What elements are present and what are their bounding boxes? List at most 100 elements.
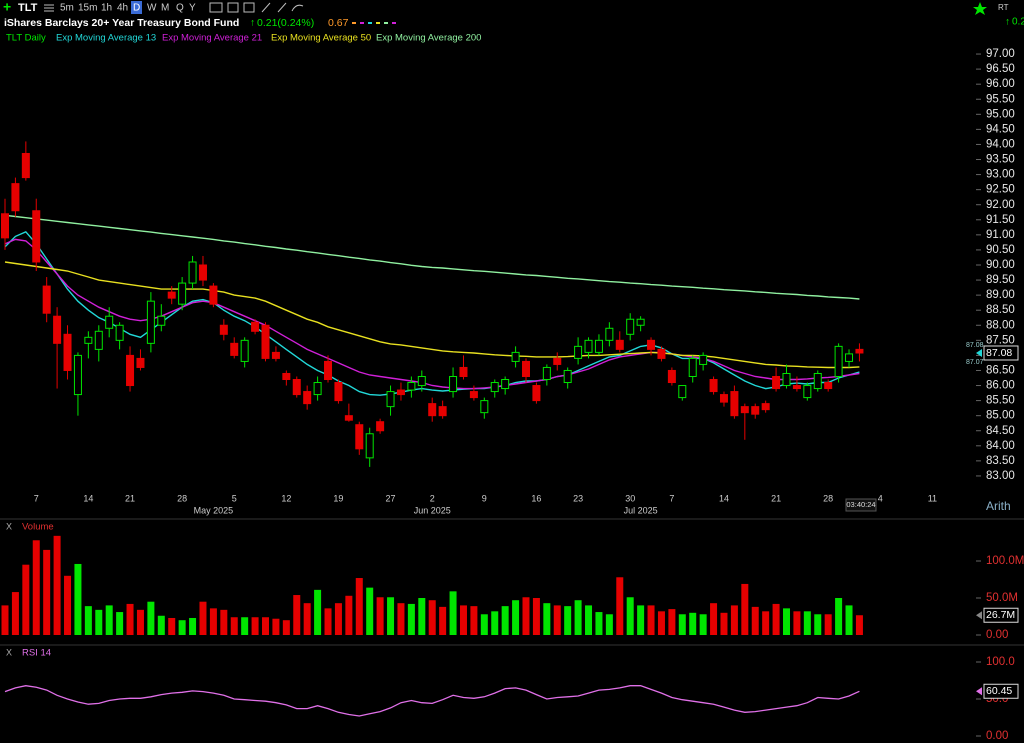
candle-body <box>365 433 374 459</box>
y-tick-label: 92.50 <box>986 184 1015 196</box>
volume-bar <box>11 592 19 635</box>
interval-button[interactable]: 4h <box>117 3 128 14</box>
watchlist-star[interactable] <box>973 2 987 15</box>
list-icon[interactable] <box>44 4 54 12</box>
candle-body <box>459 366 468 377</box>
scale-mode[interactable]: Arith <box>986 499 1011 513</box>
volume-bar <box>783 608 790 635</box>
y-tick-label: 84.50 <box>986 425 1015 437</box>
y-tick-label: 92.00 <box>986 199 1015 211</box>
volume-bar <box>616 577 624 635</box>
candle-body <box>647 339 656 350</box>
candle-body <box>355 424 364 450</box>
candle-body <box>782 372 791 387</box>
candle-body <box>21 152 30 179</box>
volume-bar <box>845 605 853 635</box>
security-title: iShares Barclays 20+ Year Treasury Bond … <box>4 17 239 29</box>
candle-body <box>845 353 854 362</box>
volume-bar <box>751 606 759 635</box>
volume-bar <box>314 589 322 635</box>
candle-body <box>563 369 572 384</box>
interval-button[interactable]: Y <box>189 3 196 14</box>
volume-bar <box>324 608 332 635</box>
volume-bar <box>209 608 217 635</box>
interval-button[interactable]: 5m <box>60 3 74 14</box>
candle-body <box>209 285 218 305</box>
candle-body <box>855 348 864 354</box>
candle-body <box>136 357 145 368</box>
symbol[interactable]: TLT <box>18 2 38 14</box>
right-arrow: ↑ <box>1005 17 1010 28</box>
volume-bar <box>418 598 426 635</box>
candle-body <box>407 382 416 391</box>
x-tick-label: 19 <box>333 493 343 503</box>
volume-bar <box>116 612 124 635</box>
candle-body <box>511 351 520 362</box>
candle-body <box>626 318 635 335</box>
volume-bar <box>345 595 353 635</box>
pane-title[interactable]: RSI 14 <box>22 648 51 659</box>
volume-bar <box>793 611 801 635</box>
candle-body <box>261 324 270 359</box>
interval-button[interactable]: 15m <box>78 3 97 14</box>
candle-body <box>532 385 541 402</box>
candle-body <box>313 382 322 396</box>
legend-entry[interactable]: Exp Moving Average 200 <box>376 33 481 44</box>
realtime-flag[interactable]: RT <box>998 3 1009 12</box>
volume-bar <box>595 612 603 635</box>
volume-bar <box>387 597 395 635</box>
interval-button[interactable]: 1h <box>101 3 112 14</box>
candle-body <box>584 339 593 353</box>
candle-body <box>178 282 187 305</box>
x-tick-label: 11 <box>928 493 937 503</box>
volume-bar <box>355 578 363 635</box>
pane-title[interactable]: Volume <box>22 522 54 533</box>
candle-body <box>542 366 551 381</box>
candle-body <box>772 375 781 390</box>
interval-button[interactable]: Q <box>176 3 184 14</box>
tool-icons[interactable] <box>209 2 304 13</box>
interval-button[interactable]: D <box>133 3 140 14</box>
candle-body <box>126 354 135 387</box>
x-tick-label: 14 <box>83 493 93 503</box>
volume-bar <box>1 605 9 635</box>
candle-body <box>303 391 312 405</box>
x-tick-label: 7 <box>34 493 39 503</box>
candle-body <box>553 357 562 365</box>
y-tick-label: 96.50 <box>986 63 1015 75</box>
add-icon[interactable]: + <box>3 0 11 15</box>
volume-bar <box>157 615 165 635</box>
close-pane[interactable]: X <box>6 647 12 657</box>
candle-body <box>761 403 770 411</box>
legend-entry[interactable]: Exp Moving Average 13 <box>56 33 156 44</box>
candle-body <box>522 360 530 377</box>
month-label: Jun 2025 <box>414 505 451 515</box>
candle-body <box>240 339 249 362</box>
y-tick-label: 96.00 <box>986 78 1015 90</box>
interval-button[interactable]: M <box>161 3 169 14</box>
legend-entry[interactable]: Exp Moving Average 50 <box>271 33 371 44</box>
x-tick-label: 14 <box>719 493 729 503</box>
volume-bar <box>272 618 280 635</box>
y-tick-label: 100.0 <box>986 656 1015 668</box>
volume-bar <box>397 603 405 635</box>
y-tick-label: 93.00 <box>986 169 1015 181</box>
volume-bar <box>543 603 551 635</box>
interval-button[interactable]: W <box>147 3 157 14</box>
volume-bar <box>439 606 447 635</box>
value-box <box>983 683 1019 699</box>
legend-entry[interactable]: TLT Daily <box>6 33 46 44</box>
y-tick-label: 85.50 <box>986 395 1015 407</box>
legend-entry[interactable]: Exp Moving Average 21 <box>162 33 262 44</box>
candle-body <box>282 372 291 381</box>
close-pane[interactable]: X <box>6 521 12 531</box>
y-tick-label: 91.00 <box>986 229 1015 241</box>
candle-body <box>615 339 624 350</box>
y-tick-label: 94.00 <box>986 138 1015 150</box>
x-tick-label: 2 <box>430 493 435 503</box>
y-tick-label: 90.50 <box>986 244 1015 256</box>
y-tick-label: 83.00 <box>986 470 1015 482</box>
value-box <box>983 345 1019 361</box>
